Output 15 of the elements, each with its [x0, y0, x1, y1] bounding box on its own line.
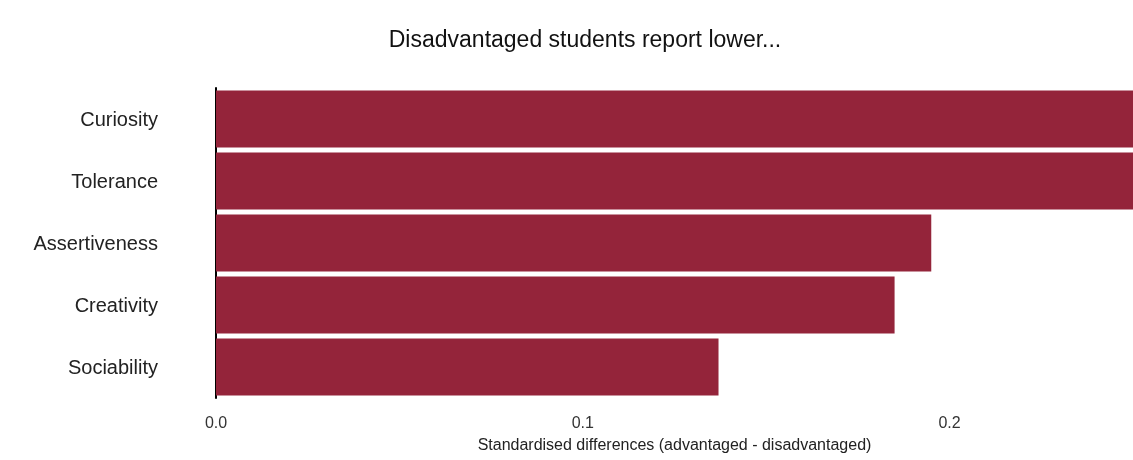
bar — [216, 90, 1133, 148]
x-tick-label: 0.0 — [204, 413, 228, 431]
y-tick-label: Creativity — [74, 294, 158, 316]
x-tick-label: 0.2 — [938, 413, 961, 431]
bar — [216, 214, 932, 272]
bar — [216, 152, 1133, 210]
x-tick-label: 0.1 — [571, 413, 595, 431]
y-tick-label: Sociability — [67, 356, 158, 378]
bar — [216, 338, 719, 396]
chart-title: Disadvantaged students report lower... — [388, 25, 782, 52]
bar — [216, 276, 895, 334]
x-axis-title: Standardised differences (advantaged - disadvantaged) — [477, 435, 872, 453]
y-tick-label: Tolerance — [71, 170, 158, 192]
y-tick-label: Curiosity — [80, 108, 158, 130]
y-tick-label: Assertiveness — [33, 232, 158, 254]
